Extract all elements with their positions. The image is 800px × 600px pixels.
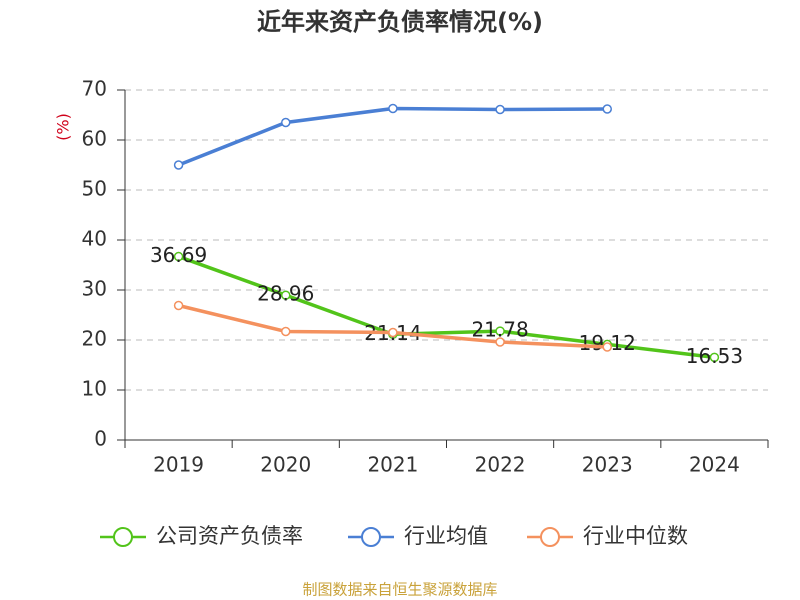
data-point: [495, 104, 505, 115]
x-tick-label: 2023: [582, 453, 633, 477]
y-tick-label: 20: [82, 327, 107, 351]
series-line: [177, 106, 608, 167]
legend-label: 行业中位数: [583, 524, 688, 548]
y-tick-label: 70: [82, 77, 107, 101]
x-tick-label: 2024: [689, 453, 740, 477]
data-point: [173, 160, 184, 170]
x-tick-label: 2020: [260, 453, 311, 477]
legend-label: 行业均值: [404, 524, 488, 548]
data-point: [173, 300, 184, 311]
x-tick-label: 2019: [153, 453, 204, 477]
source-note: 制图数据来自恒生聚源数据库: [302, 581, 497, 599]
y-tick-label: 0: [94, 427, 107, 451]
y-tick-label: 30: [82, 277, 107, 301]
data-point: [281, 117, 291, 128]
x-tick-label: 2022: [475, 453, 526, 477]
data-point: [388, 327, 398, 338]
chart-title: 近年来资产负债率情况(%): [257, 8, 543, 36]
y-tick-label: 40: [82, 227, 107, 251]
data-point: [388, 103, 398, 114]
x-tick-label: 2021: [367, 453, 418, 477]
data-point: [602, 342, 612, 352]
data-label: 36.69: [150, 243, 207, 267]
y-tick-label: 60: [82, 127, 107, 151]
data-label: 28.96: [257, 282, 314, 306]
data-point: [281, 326, 291, 337]
legend-label: 公司资产负债率: [156, 524, 303, 548]
legend-marker: [540, 527, 560, 547]
data-point: [602, 104, 612, 114]
legend-marker: [113, 527, 133, 547]
data-point: [173, 251, 184, 262]
y-tick-label: 10: [82, 377, 107, 401]
data-label: 16.53: [686, 344, 743, 368]
data-point: [709, 352, 720, 363]
series-line: [177, 254, 715, 360]
legend-marker: [361, 527, 381, 547]
data-point: [495, 337, 505, 347]
data-point: [281, 290, 291, 300]
y-tick-label: 50: [82, 177, 107, 201]
y-axis-label: (%): [54, 113, 73, 141]
data-point: [495, 326, 505, 336]
